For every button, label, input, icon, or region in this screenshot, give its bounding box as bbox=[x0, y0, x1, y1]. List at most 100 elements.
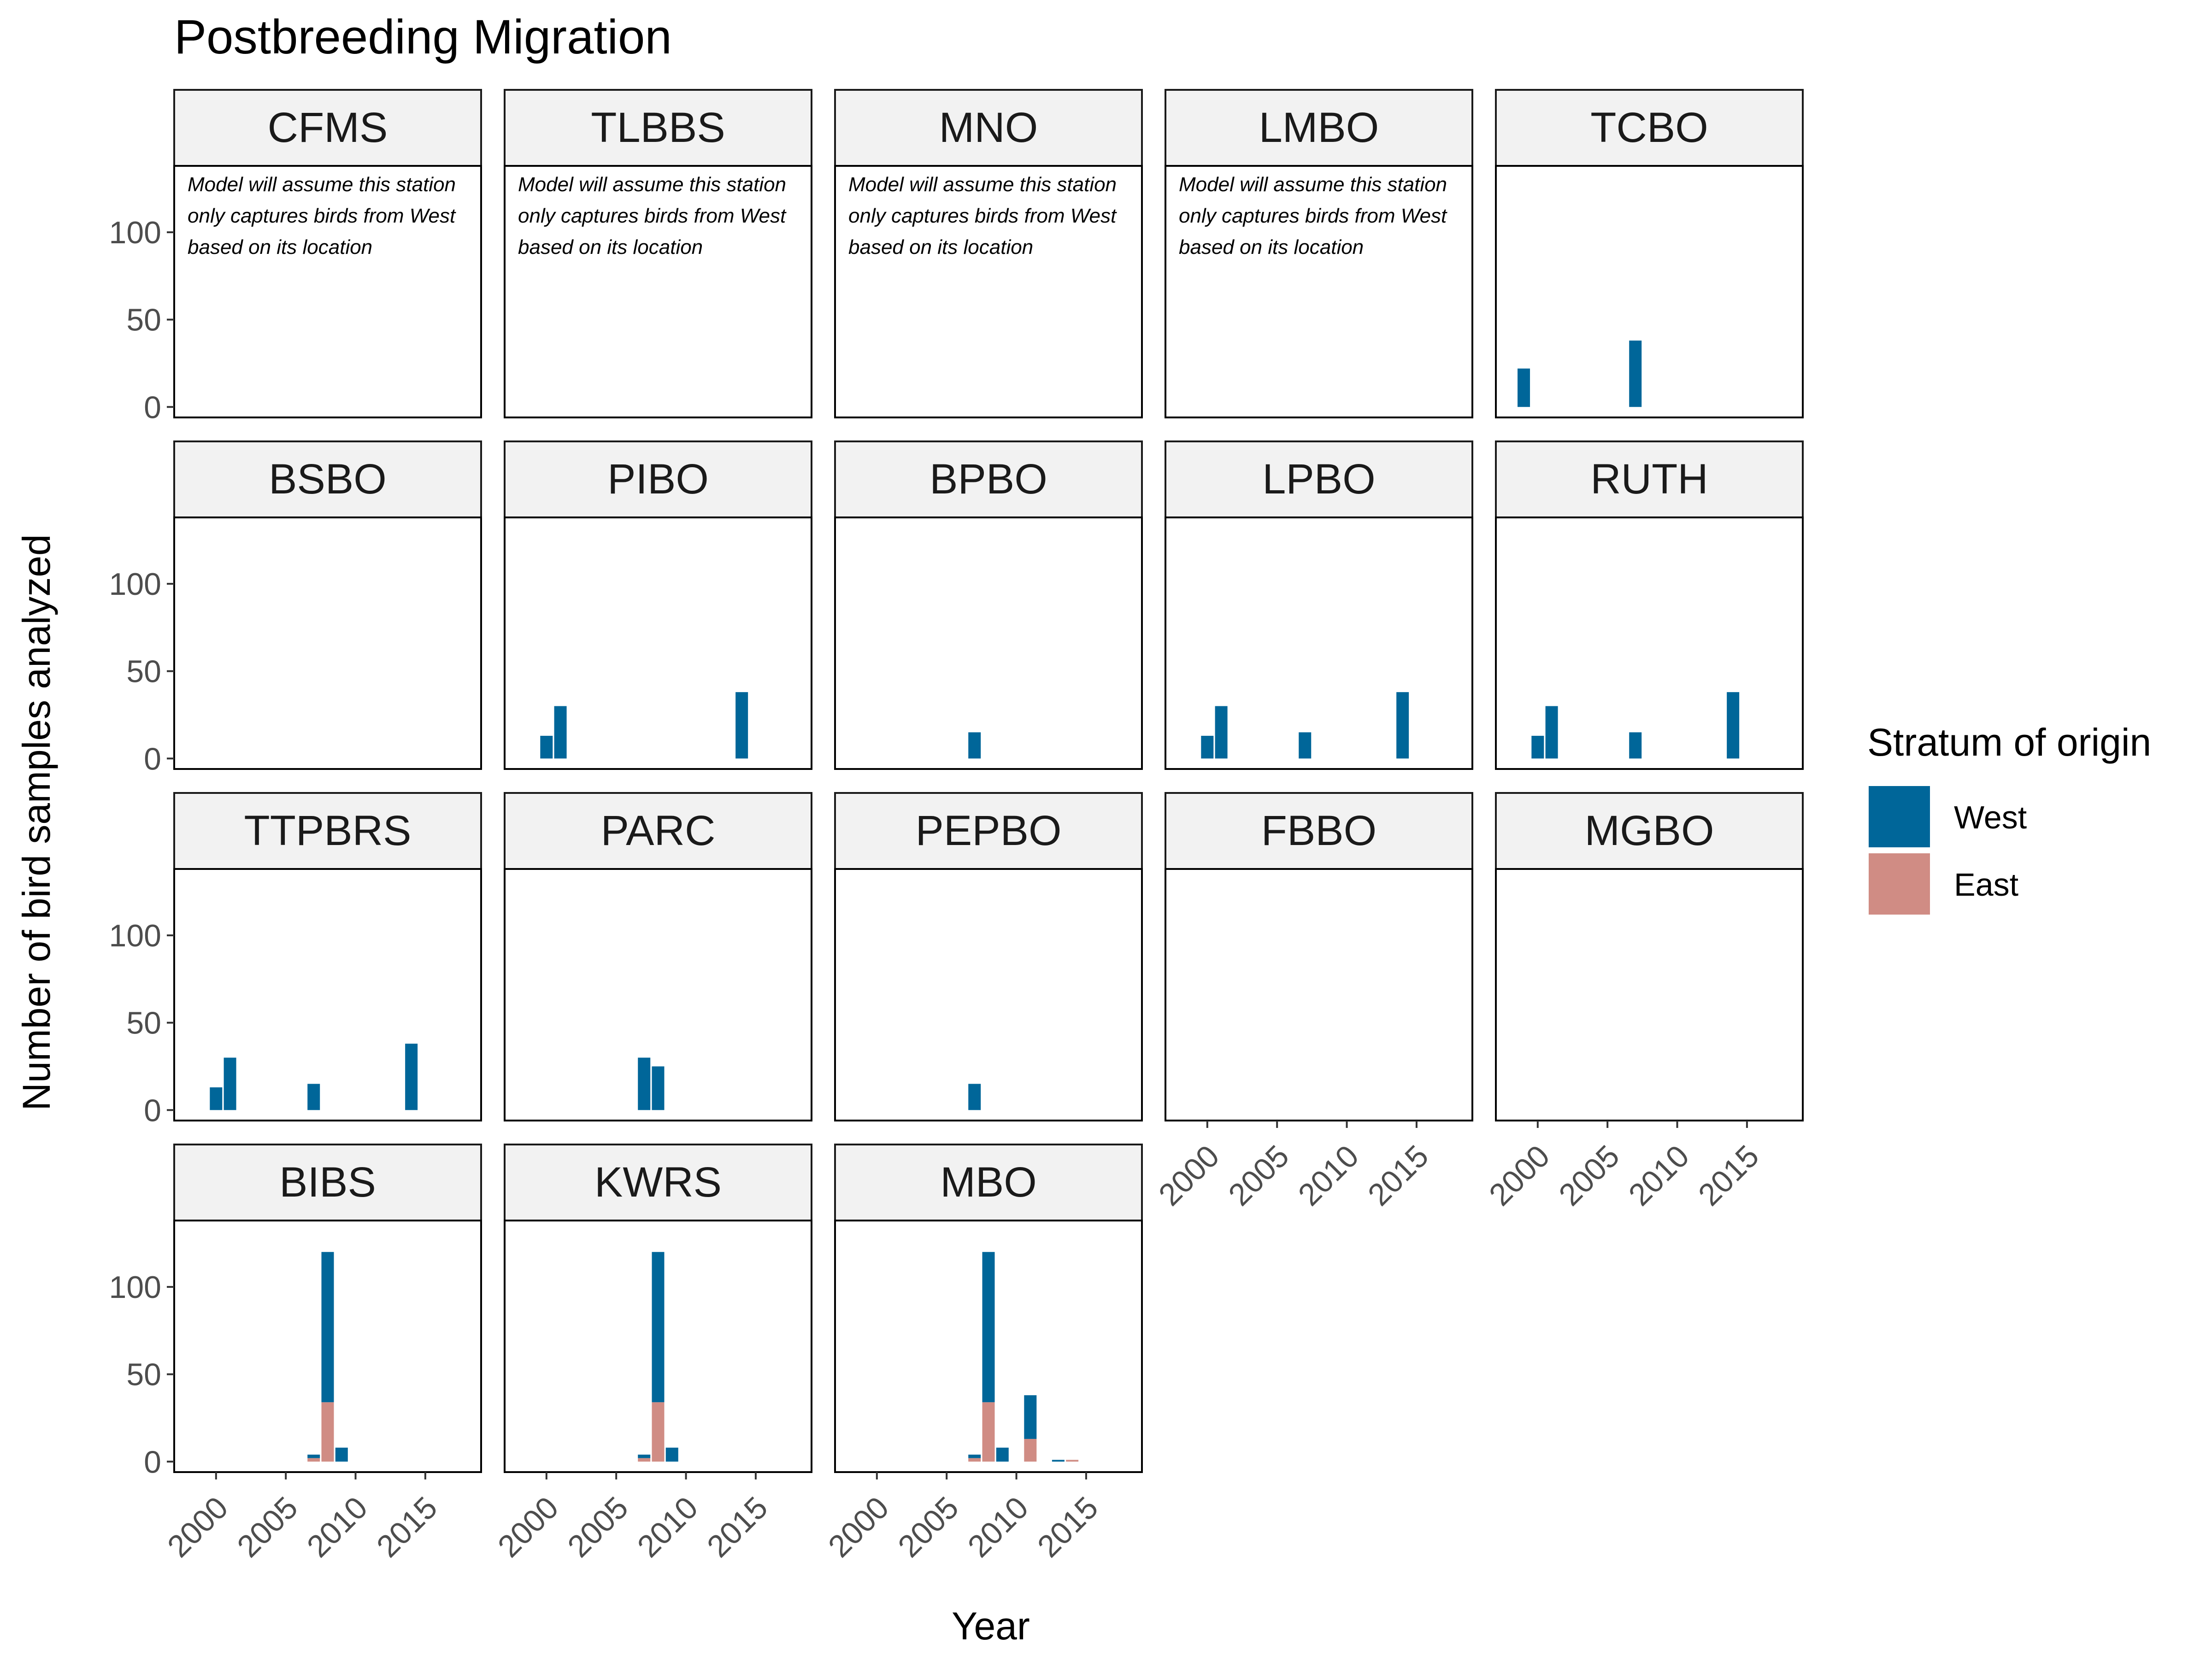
panel-title: KWRS bbox=[594, 1159, 722, 1206]
bar-west-2008 bbox=[652, 1066, 665, 1110]
panel-plot-area bbox=[1165, 165, 1473, 418]
panel-strip bbox=[173, 89, 482, 167]
panel-tcbo: TCBO bbox=[1495, 89, 1804, 418]
panel-strip bbox=[834, 1144, 1143, 1221]
panel-title: MNO bbox=[939, 104, 1038, 151]
bar-east-2008 bbox=[652, 1402, 665, 1462]
bar-west-2001 bbox=[224, 1057, 236, 1110]
y-tick-label: 50 bbox=[126, 303, 161, 338]
bar-west-2008 bbox=[982, 1252, 995, 1403]
x-axis-label: Year bbox=[952, 1604, 1030, 1648]
panel-title: TTPBRS bbox=[244, 807, 412, 854]
bar-west-2014 bbox=[1727, 692, 1740, 759]
panel-strip bbox=[504, 1144, 812, 1221]
bar-west-2007 bbox=[638, 1455, 651, 1458]
panel-title: LPBO bbox=[1262, 456, 1375, 503]
x-tick-label: 2010 bbox=[300, 1490, 374, 1564]
panel-mno: MNO Model will assume this station only ca… bbox=[834, 89, 1143, 418]
x-tick-label: 2000 bbox=[491, 1490, 565, 1564]
bar-west-2009 bbox=[996, 1447, 1009, 1462]
bar-west-2000 bbox=[1201, 735, 1214, 759]
panel-title: PEPBO bbox=[915, 807, 1061, 854]
note-line: only captures birds from West bbox=[1179, 205, 1447, 227]
bar-west-2001 bbox=[1545, 706, 1558, 759]
panel-strip bbox=[504, 440, 812, 518]
panel-plot-area bbox=[834, 165, 1143, 418]
panel-strip bbox=[834, 89, 1143, 167]
panel-title: TLBBS bbox=[591, 104, 725, 151]
panel-plot-area bbox=[1495, 868, 1804, 1121]
panel-title: PIBO bbox=[607, 456, 709, 503]
panel-title: CFMS bbox=[268, 104, 388, 151]
y-tick-label: 0 bbox=[144, 1444, 161, 1479]
panel-strip bbox=[1495, 440, 1804, 518]
note-line: Model will assume this station bbox=[188, 173, 456, 196]
legend-label-west: West bbox=[1954, 799, 2027, 835]
note-line: only captures birds from West bbox=[518, 205, 787, 227]
y-axis-label: Number of bird samples analyzed bbox=[15, 534, 58, 1110]
bar-west-2001 bbox=[1215, 706, 1228, 759]
legend-label-east: East bbox=[1954, 867, 2018, 903]
bar-east-2014 bbox=[1066, 1460, 1079, 1462]
panel-strip bbox=[504, 89, 812, 167]
bar-west-2009 bbox=[335, 1447, 348, 1462]
x-tick-label: 2000 bbox=[822, 1490, 896, 1564]
note-line: based on its location bbox=[518, 236, 703, 258]
bar-west-2007 bbox=[968, 1084, 981, 1110]
panel-title: RUTH bbox=[1590, 456, 1708, 503]
x-tick-label: 2000 bbox=[1152, 1139, 1226, 1213]
panel-plot-area bbox=[834, 868, 1143, 1121]
panel-ttpbrs: TTPBRS 0 50 100 bbox=[109, 792, 482, 1128]
panel-strip bbox=[1495, 792, 1804, 870]
panel-strip bbox=[834, 792, 1143, 870]
x-tick-label: 2010 bbox=[1291, 1139, 1365, 1213]
panel-plot-area bbox=[1165, 868, 1473, 1121]
y-tick-label: 50 bbox=[126, 1357, 161, 1392]
panel-cfms: CFMS Model will assume this station only c… bbox=[109, 89, 482, 425]
x-tick-label: 2010 bbox=[630, 1490, 705, 1564]
y-tick-label: 50 bbox=[126, 654, 161, 689]
x-tick-label: 2005 bbox=[561, 1490, 635, 1564]
panel-strip bbox=[173, 1144, 482, 1221]
bar-east-2008 bbox=[321, 1402, 334, 1462]
bar-west-2007 bbox=[968, 1455, 981, 1458]
panel-title: BIBS bbox=[279, 1159, 376, 1206]
y-tick-label: 0 bbox=[144, 390, 161, 425]
chart-title: Postbreeding Migration bbox=[174, 10, 672, 64]
panel-tlbbs: TLBBS Model will assume this station only … bbox=[504, 89, 812, 418]
panel-strip bbox=[834, 440, 1143, 518]
panel-title: TCBO bbox=[1590, 104, 1708, 151]
bar-west-2007 bbox=[1629, 340, 1642, 407]
bar-west-2000 bbox=[210, 1087, 223, 1110]
panel-bsbo: BSBO 0 50 100 bbox=[109, 440, 482, 776]
x-tick-label: 2005 bbox=[891, 1490, 965, 1564]
bar-west-2007 bbox=[1299, 732, 1312, 759]
bar-west-2007 bbox=[307, 1455, 320, 1458]
bar-east-2008 bbox=[982, 1402, 995, 1462]
y-tick-label: 0 bbox=[144, 741, 161, 776]
panel-title: FBBO bbox=[1261, 807, 1377, 854]
bar-west-2014 bbox=[1396, 692, 1409, 759]
bar-west-2001 bbox=[554, 706, 567, 759]
panel-strip bbox=[1165, 792, 1473, 870]
legend: Stratum of origin West East bbox=[1867, 721, 2151, 915]
x-tick-label: 2000 bbox=[161, 1490, 235, 1564]
note-line: only captures birds from West bbox=[848, 205, 1117, 227]
x-tick-label: 2015 bbox=[700, 1490, 775, 1564]
x-tick-label: 2005 bbox=[1552, 1139, 1626, 1213]
panel-title: MGBO bbox=[1584, 807, 1714, 854]
x-tick-label: 2005 bbox=[230, 1490, 305, 1564]
bar-west-2007 bbox=[638, 1057, 651, 1110]
panel-plot-area bbox=[504, 165, 812, 418]
panel-lpbo: LPBO bbox=[1165, 440, 1473, 770]
panel-pepbo: PEPBO bbox=[834, 792, 1143, 1121]
panel-plot-area bbox=[173, 165, 482, 418]
panel-lmbo: LMBO Model will assume this station only c… bbox=[1165, 89, 1473, 418]
panel-plot-area bbox=[173, 516, 482, 770]
panel-pibo: PIBO bbox=[504, 440, 812, 770]
